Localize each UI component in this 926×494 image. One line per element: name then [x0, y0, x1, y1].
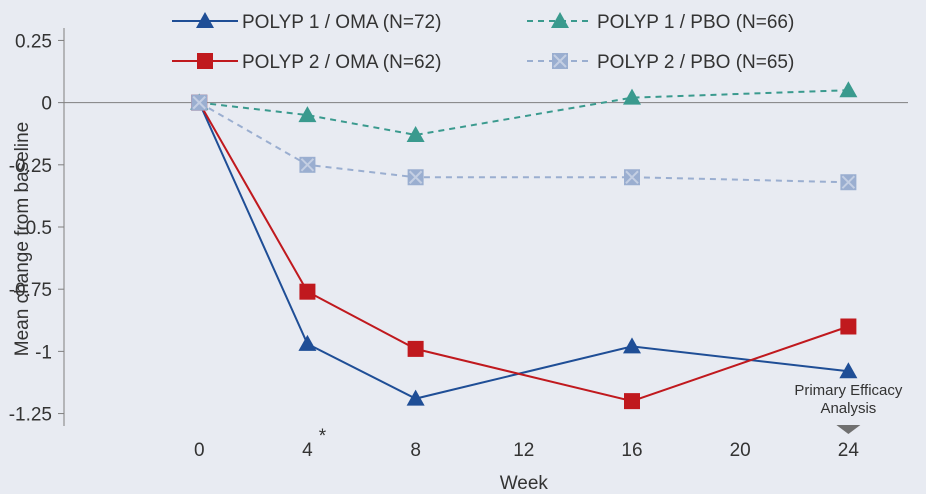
- series-polyp-1-pbo-n-66: [190, 81, 858, 142]
- down-arrow-icon: [836, 425, 861, 434]
- x-axis-title: Week: [500, 473, 549, 494]
- x-tick-label: 16: [621, 440, 642, 461]
- y-axis-ticks: 0.25 0 -0.25 -0.5 -0.75 -1 -1.25: [9, 31, 64, 426]
- x-tick-label: 4: [302, 440, 313, 461]
- x-tick-label: 8: [410, 440, 421, 461]
- legend-item: POLYP 1 / OMA (N=72): [172, 12, 441, 33]
- data-point: [298, 334, 317, 351]
- legend-label: POLYP 2 / OMA (N=62): [242, 52, 441, 73]
- legend-item: POLYP 2 / OMA (N=62): [172, 52, 441, 73]
- data-point: [840, 318, 857, 335]
- legend-label: POLYP 1 / OMA (N=72): [242, 12, 441, 33]
- x-axis-ticks: 0 4 * 8 12 16 20 24: [194, 426, 859, 461]
- series-line-polyp-2-pbo-n-65: [198, 101, 849, 184]
- data-point: [298, 106, 317, 123]
- data-point: [406, 389, 425, 406]
- series-line-polyp-2-oma-n-62: [198, 102, 849, 403]
- data-point: [839, 81, 858, 98]
- series-line-polyp-1-oma-n-72: [198, 102, 849, 400]
- legend-marker: [196, 12, 214, 28]
- legend-item: POLYP 1 / PBO (N=66): [527, 12, 794, 33]
- x-tick-label: 0: [194, 440, 205, 461]
- x-tick-label: 12: [513, 440, 534, 461]
- series-line-polyp-1-pbo-n-66: [199, 89, 849, 136]
- series-polyp-2-oma-n-62: [191, 94, 857, 410]
- data-point: [406, 125, 425, 142]
- series-layer: [190, 81, 858, 410]
- data-point: [299, 156, 316, 173]
- y-tick-label: 0: [41, 94, 52, 115]
- legend-item: POLYP 2 / PBO (N=65): [527, 52, 794, 73]
- y-tick-label: 0.25: [15, 31, 52, 52]
- data-point: [623, 88, 641, 105]
- data-point: [407, 169, 424, 186]
- x-tick-label: 20: [730, 440, 751, 461]
- data-point: [623, 337, 641, 354]
- data-point: [624, 393, 640, 410]
- annotation-text: Analysis: [820, 400, 876, 417]
- data-point: [840, 174, 857, 191]
- data-point: [191, 94, 208, 111]
- data-point: [407, 340, 424, 357]
- x-tick-footnote-mark: *: [319, 426, 327, 447]
- data-point: [839, 362, 858, 379]
- legend-marker: [197, 53, 213, 69]
- y-tick-label: -1: [35, 342, 52, 363]
- legend-label: POLYP 1 / PBO (N=66): [597, 12, 794, 33]
- y-tick-label: -1.25: [9, 405, 52, 426]
- series-polyp-2-pbo-n-65: [191, 94, 857, 191]
- data-point: [299, 283, 316, 300]
- x-tick-label: 24: [838, 440, 860, 461]
- y-tick-label: -0.5: [19, 218, 52, 239]
- legend-marker: [551, 12, 569, 28]
- y-axis-title: Mean change from baseline: [12, 122, 33, 356]
- annotation-text: Primary Efficacy: [794, 382, 903, 399]
- legend-marker: [552, 53, 568, 69]
- legend: POLYP 1 / OMA (N=72) POLYP 2 / OMA (N=62)…: [172, 12, 794, 73]
- y-tick-label: -0.75: [9, 280, 52, 301]
- data-point: [624, 169, 640, 186]
- y-tick-label: -0.25: [9, 156, 52, 177]
- legend-label: POLYP 2 / PBO (N=65): [597, 52, 794, 73]
